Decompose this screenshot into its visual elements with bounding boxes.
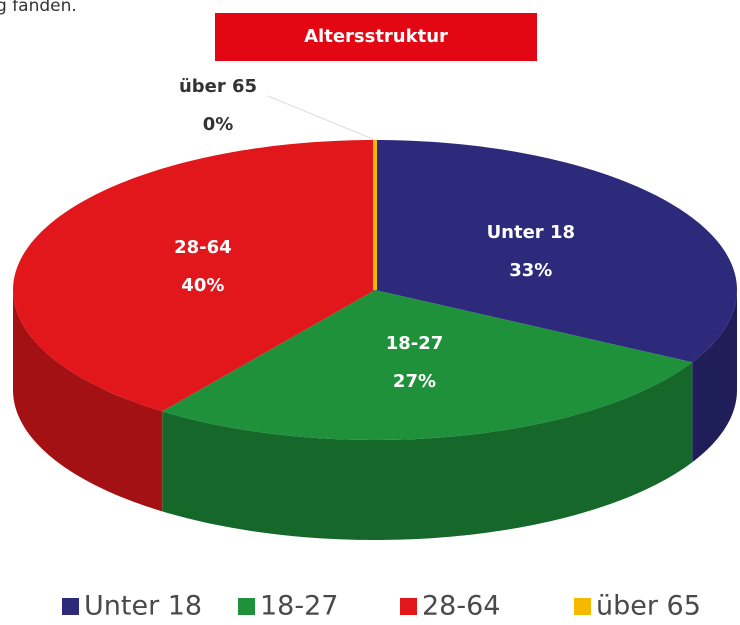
legend-label: 18-27 xyxy=(260,591,338,622)
slice-label: 28-64 xyxy=(174,237,232,258)
value-label: 40% xyxy=(181,275,224,296)
leader-line xyxy=(267,95,376,141)
legend-swatch xyxy=(62,598,79,615)
slice xyxy=(162,290,693,440)
legend-swatch xyxy=(574,598,591,615)
slice-side xyxy=(162,362,693,540)
legend-label: 28-64 xyxy=(422,591,500,622)
legend-label: über 65 xyxy=(596,591,701,622)
legend-swatch xyxy=(238,598,255,615)
value-label: 0% xyxy=(203,114,234,135)
slice xyxy=(375,140,737,363)
slice-side xyxy=(13,290,163,512)
slice-label: Unter 18 xyxy=(487,222,575,243)
slice-side xyxy=(692,290,737,463)
value-label: 27% xyxy=(393,371,436,392)
chart-title: Altersstruktur xyxy=(304,26,448,47)
slice-label: 18-27 xyxy=(386,333,444,354)
slice-label: über 65 xyxy=(179,76,257,97)
legend-label: Unter 18 xyxy=(84,591,202,622)
title-box xyxy=(215,13,537,61)
slice xyxy=(13,140,375,412)
context-text: g fanden. xyxy=(0,0,77,16)
legend-swatch xyxy=(400,598,417,615)
value-label: 33% xyxy=(509,260,552,281)
